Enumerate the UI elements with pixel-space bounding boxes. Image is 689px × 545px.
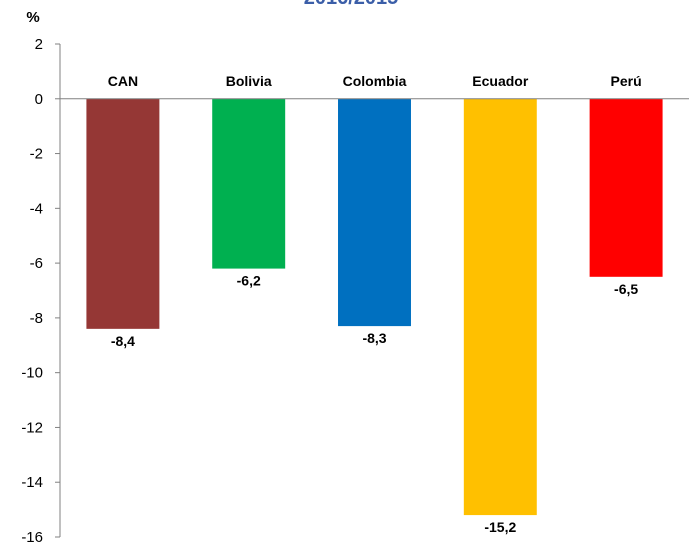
y-axis-ticks: 2 0 -2 -4 -6 -8 -10 -12 -14 -16 [21, 36, 60, 545]
data-label: -8,3 [362, 330, 386, 346]
y-tick-label: 2 [35, 36, 43, 53]
chart-title: 2016/2015 [304, 0, 399, 9]
data-label: -15,2 [484, 519, 516, 535]
y-tick-label: -6 [30, 255, 43, 272]
y-tick-label: -16 [21, 529, 43, 545]
bar-colombia [338, 98, 411, 327]
category-label: Ecuador [472, 73, 529, 89]
data-label: -8,4 [111, 333, 135, 349]
y-axis-unit-label: % [26, 9, 39, 26]
bar-ecuador [463, 98, 537, 516]
y-tick-label: -8 [30, 310, 43, 327]
y-tick-label: -2 [30, 146, 43, 163]
data-labels: -8,4 -6,2 -8,3 -15,2 -6,5 [111, 273, 639, 535]
bar-perú [589, 98, 663, 277]
y-tick-label: -4 [30, 200, 43, 217]
bars [86, 98, 663, 516]
category-label: Bolivia [226, 73, 272, 89]
bar-bolivia [212, 98, 286, 269]
bar-can [86, 98, 160, 329]
y-tick-label: -14 [21, 474, 43, 491]
y-tick-label: -12 [21, 419, 43, 436]
y-tick-label: -10 [21, 365, 43, 382]
category-label: CAN [108, 73, 138, 89]
data-label: -6,2 [237, 273, 261, 289]
category-labels: CAN Bolivia Colombia Ecuador Perú [108, 73, 642, 89]
category-label: Colombia [343, 73, 407, 89]
category-label: Perú [611, 73, 642, 89]
data-label: -6,5 [614, 281, 638, 297]
y-tick-label: 0 [35, 91, 43, 108]
